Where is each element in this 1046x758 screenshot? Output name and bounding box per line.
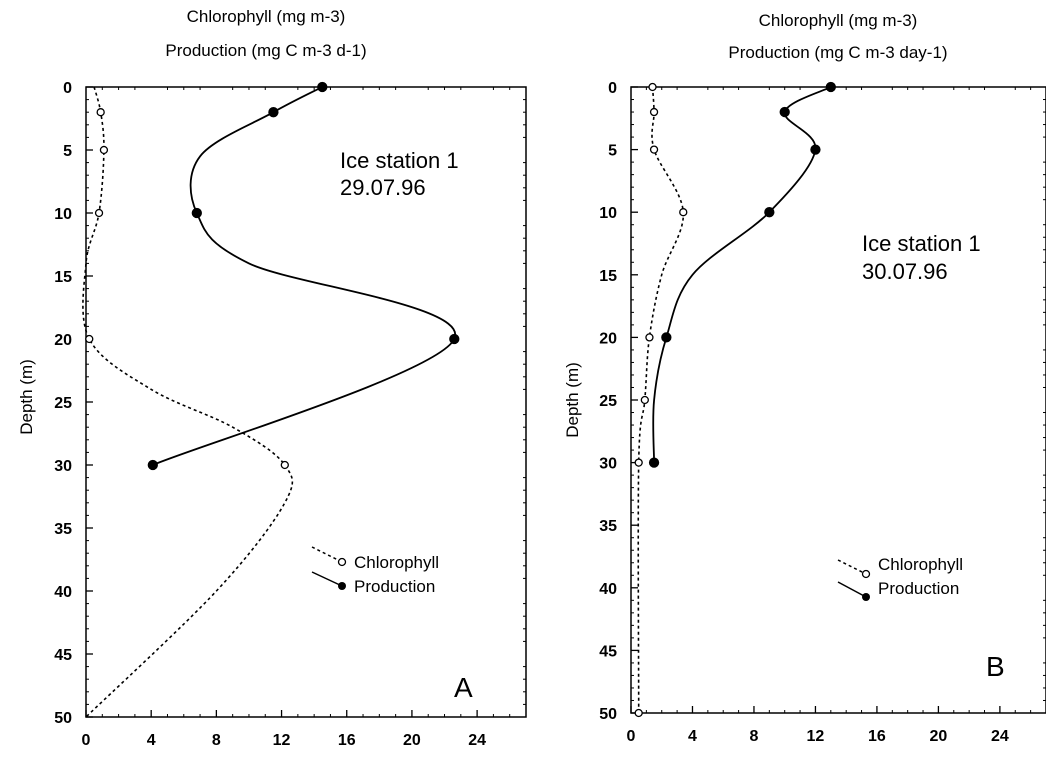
- x-tick-label: 20: [930, 728, 948, 745]
- chart-subtitle: Production (mg C m-3 day-1): [728, 43, 947, 62]
- y-tick-label: 10: [599, 205, 617, 222]
- chart-panel-a: Chlorophyll (mg m-3) Production (mg C m-…: [17, 7, 527, 749]
- legend: Chlorophyll Production: [837, 555, 963, 601]
- legend-chlorophyll-marker: [337, 557, 347, 567]
- y-tick-label: 45: [599, 643, 617, 660]
- chart-title: Chlorophyll (mg m-3): [187, 7, 346, 26]
- y-tick-label: 50: [599, 706, 617, 723]
- production-line: [152, 86, 457, 466]
- station-label: Ice station 1: [862, 231, 981, 256]
- x-tick-label: 4: [147, 732, 156, 749]
- x-tick-label: 24: [991, 728, 1009, 745]
- y-tick-label: 10: [54, 206, 72, 223]
- panel-letter: B: [986, 651, 1005, 682]
- production-point: [191, 207, 202, 219]
- x-tick-label: 12: [807, 728, 825, 745]
- production-point: [661, 332, 672, 343]
- chart-subtitle: Production (mg C m-3 d-1): [165, 41, 366, 60]
- production-point: [268, 107, 279, 118]
- y-tick-label: 40: [54, 584, 72, 601]
- legend-production-label: Production: [878, 579, 959, 598]
- y-tick-label: 45: [54, 647, 72, 664]
- legend-chlorophyll-line: [837, 559, 867, 575]
- legend-chlorophyll-label: Chlorophyll: [354, 553, 439, 572]
- chlorophyll-point: [648, 82, 657, 92]
- y-tick-label: 25: [599, 393, 617, 410]
- y-tick-label: 35: [599, 518, 617, 535]
- chlorophyll-point: [634, 708, 643, 718]
- production-point: [449, 333, 460, 345]
- y-tick-label: 20: [54, 332, 72, 349]
- chlorophyll-line: [82, 86, 294, 718]
- legend-production-line: [837, 581, 867, 598]
- chlorophyll-point: [94, 208, 104, 218]
- legend-production-marker: [862, 593, 870, 601]
- production-point: [147, 459, 158, 471]
- x-tick-label: 12: [273, 732, 291, 749]
- plot-frame: [630, 86, 1046, 714]
- legend-production-line: [311, 571, 343, 587]
- chart-panel-b: Chlorophyll (mg m-3) Production (mg C m-…: [563, 11, 1046, 745]
- chlorophyll-point: [679, 208, 688, 217]
- x-tick-label: 20: [403, 732, 421, 749]
- y-tick-label: 0: [63, 80, 72, 97]
- x-tick-label: 0: [82, 732, 91, 749]
- chlorophyll-point: [634, 458, 643, 467]
- production-point: [825, 81, 836, 93]
- panel-letter: A: [454, 672, 473, 703]
- legend-production-marker: [338, 582, 346, 590]
- station-label: Ice station 1: [340, 148, 459, 173]
- x-tick-label: 8: [750, 728, 759, 745]
- y-tick-label: 20: [599, 330, 617, 347]
- y-tick-label: 0: [608, 80, 617, 97]
- y-tick-label: 30: [54, 458, 72, 475]
- production-point: [648, 457, 660, 468]
- chart-title: Chlorophyll (mg m-3): [759, 11, 918, 30]
- x-tick-label: 0: [627, 728, 636, 745]
- production-point: [779, 106, 790, 118]
- production-point: [810, 144, 821, 155]
- y-axis-label: Depth (m): [563, 362, 582, 438]
- legend-chlorophyll-label: Chlorophyll: [878, 555, 963, 574]
- chlorophyll-point: [96, 108, 105, 117]
- production-line: [652, 86, 832, 463]
- y-tick-label: 25: [54, 395, 72, 412]
- y-axis-label: Depth (m): [17, 359, 36, 435]
- y-tick-label: 15: [599, 268, 617, 285]
- chlorophyll-point: [649, 107, 659, 117]
- y-tick-label: 15: [54, 269, 72, 286]
- plot-frame: [85, 86, 527, 718]
- y-tick-label: 5: [608, 143, 617, 160]
- legend-chlorophyll-marker: [861, 569, 871, 579]
- x-tick-label: 4: [688, 728, 697, 745]
- chlorophyll-point: [649, 145, 659, 154]
- y-tick-label: 5: [63, 143, 72, 160]
- chlorophyll-point: [640, 395, 649, 405]
- production-point: [764, 207, 775, 218]
- x-tick-label: 16: [338, 732, 356, 749]
- chlorophyll-line: [637, 86, 685, 714]
- legend-production-label: Production: [354, 577, 435, 596]
- production-point: [317, 81, 328, 93]
- y-tick-label: 40: [599, 581, 617, 598]
- legend-chlorophyll-line: [311, 546, 343, 563]
- chlorophyll-point: [99, 145, 109, 155]
- y-tick-label: 35: [54, 521, 72, 538]
- y-tick-label: 50: [54, 710, 72, 727]
- x-tick-label: 16: [868, 728, 886, 745]
- legend: Chlorophyll Production: [311, 546, 439, 596]
- chlorophyll-point: [85, 334, 94, 344]
- y-tick-label: 30: [599, 456, 617, 473]
- chlorophyll-point: [645, 333, 654, 342]
- x-tick-label: 8: [212, 732, 221, 749]
- station-date: 30.07.96: [862, 259, 948, 284]
- station-date: 29.07.96: [340, 175, 426, 200]
- x-tick-label: 24: [468, 732, 486, 749]
- chlorophyll-point: [280, 460, 289, 470]
